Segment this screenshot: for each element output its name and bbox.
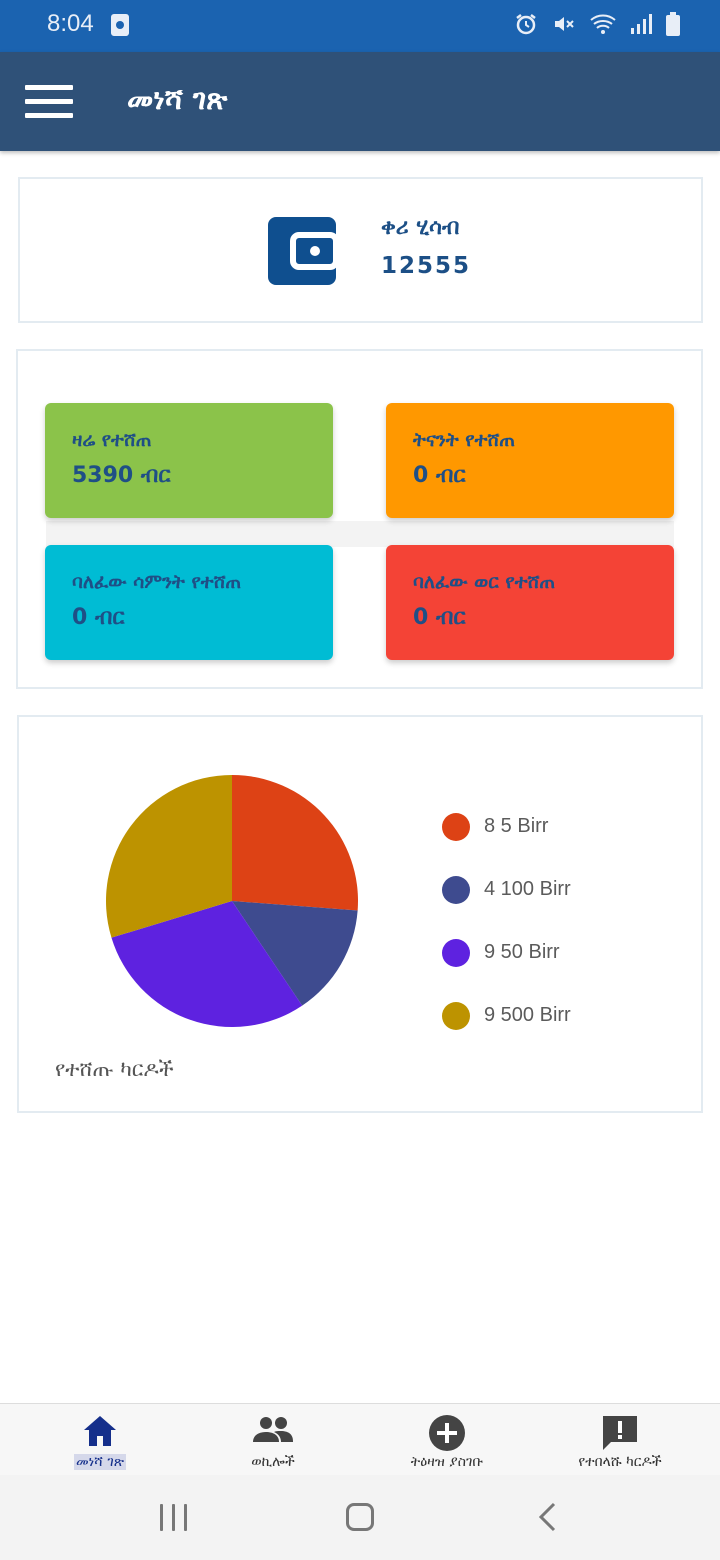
- stat-tile-last-week[interactable]: ባለፈው ሳምንት የተሸጠ 0 ብር: [45, 545, 333, 660]
- nav-label-home: መነሻ ገጽ: [73, 1454, 127, 1470]
- people-icon: [253, 1417, 293, 1442]
- pie-slice-2[interactable]: [111, 901, 303, 1027]
- stat-value: 0 ብር: [413, 605, 466, 630]
- nav-item-agents[interactable]: ወኪሎች: [213, 1404, 333, 1476]
- stat-tile-today[interactable]: ዛሬ የተሸጠ 5390 ብር: [45, 403, 333, 518]
- nav-label-damaged-cards: የተበላሹ ካርዶች: [578, 1454, 662, 1470]
- signal-icon: [631, 14, 652, 34]
- status-time: 8:04: [47, 10, 94, 37]
- balance-label: ቀሪ ሂሳብ: [381, 215, 460, 240]
- wallet-icon: [268, 217, 336, 285]
- home-icon: [84, 1416, 116, 1446]
- page-title: መነሻ ገጽ: [127, 82, 228, 116]
- status-icons: [514, 12, 680, 36]
- stat-label: ባለፈው ሳምንት የተሸጠ: [72, 571, 242, 593]
- stat-value: 0 ብር: [413, 463, 466, 488]
- home-button[interactable]: [346, 1503, 374, 1531]
- menu-icon[interactable]: [25, 85, 73, 119]
- legend-label: 9 500 Birr: [484, 1004, 571, 1026]
- stat-tile-last-month[interactable]: ባለፈው ወር የተሸጠ 0 ብር: [386, 545, 674, 660]
- pie-slice-1[interactable]: [232, 901, 358, 1006]
- chart-legend: 8 5 Birr 4 100 Birr 9 50 Birr 9 500 Birr: [442, 795, 571, 1047]
- legend-item: 8 5 Birr: [442, 795, 571, 858]
- nav-label-agents: ወኪሎች: [251, 1454, 295, 1470]
- legend-item: 4 100 Birr: [442, 858, 571, 921]
- alarm-icon: [516, 14, 536, 35]
- legend-item: 9 500 Birr: [442, 984, 571, 1047]
- sold-cards-chart-card: 8 5 Birr 4 100 Birr 9 50 Birr 9 500 Birr…: [17, 715, 703, 1113]
- note-icon: [111, 14, 129, 36]
- report-icon: [603, 1416, 637, 1450]
- balance-value: 12555: [381, 253, 472, 279]
- legend-label: 8 5 Birr: [484, 815, 549, 837]
- nav-item-place-order[interactable]: ትዕዛዝ ያስገቡ: [387, 1404, 507, 1476]
- mute-icon: [555, 17, 574, 31]
- pie-slice-3[interactable]: [105, 775, 232, 938]
- legend-dot: [442, 875, 470, 904]
- wifi-icon: [590, 14, 616, 34]
- legend-label: 9 50 Birr: [484, 941, 560, 963]
- stat-label: ዛሬ የተሸጠ: [72, 429, 152, 451]
- battery-icon: [666, 12, 680, 36]
- sales-stats-card: ዛሬ የተሸጠ 5390 ብር ትናንት የተሸጠ 0 ብር ባለፈው ሳምንት…: [16, 349, 703, 689]
- legend-dot: [442, 938, 470, 967]
- back-icon[interactable]: [538, 1502, 558, 1532]
- bottom-navigation: መነሻ ገጽ ወኪሎች ትዕዛዝ ያስገቡ የተበላሹ ካርዶች: [0, 1403, 720, 1476]
- stat-label: ትናንት የተሸጠ: [413, 429, 516, 451]
- legend-dot: [442, 1001, 470, 1030]
- app-bar: መነሻ ገጽ: [0, 52, 720, 151]
- system-navigation-bar: [0, 1475, 720, 1560]
- legend-label: 4 100 Birr: [484, 878, 571, 900]
- stat-value: 0 ብር: [72, 605, 125, 630]
- stat-tile-yesterday[interactable]: ትናንት የተሸጠ 0 ብር: [386, 403, 674, 518]
- add-circle-icon: [429, 1415, 465, 1451]
- stats-divider: [46, 521, 674, 547]
- stat-label: ባለፈው ወር የተሸጠ: [413, 571, 556, 593]
- legend-item: 9 50 Birr: [442, 921, 571, 984]
- balance-card: ቀሪ ሂሳብ 12555: [18, 177, 703, 323]
- pie-slice-0[interactable]: [232, 775, 358, 911]
- recent-apps-button[interactable]: [160, 1504, 188, 1531]
- pie-chart: [105, 775, 358, 1027]
- stat-value: 5390 ብር: [72, 463, 171, 488]
- legend-dot: [442, 812, 470, 841]
- chart-caption: የተሸጡ ካርዶች: [55, 1057, 174, 1081]
- nav-item-damaged-cards[interactable]: የተበላሹ ካርዶች: [560, 1404, 680, 1476]
- nav-item-home[interactable]: መነሻ ገጽ: [40, 1404, 160, 1476]
- nav-label-place-order: ትዕዛዝ ያስገቡ: [410, 1454, 484, 1470]
- status-bar: 8:04: [0, 0, 720, 52]
